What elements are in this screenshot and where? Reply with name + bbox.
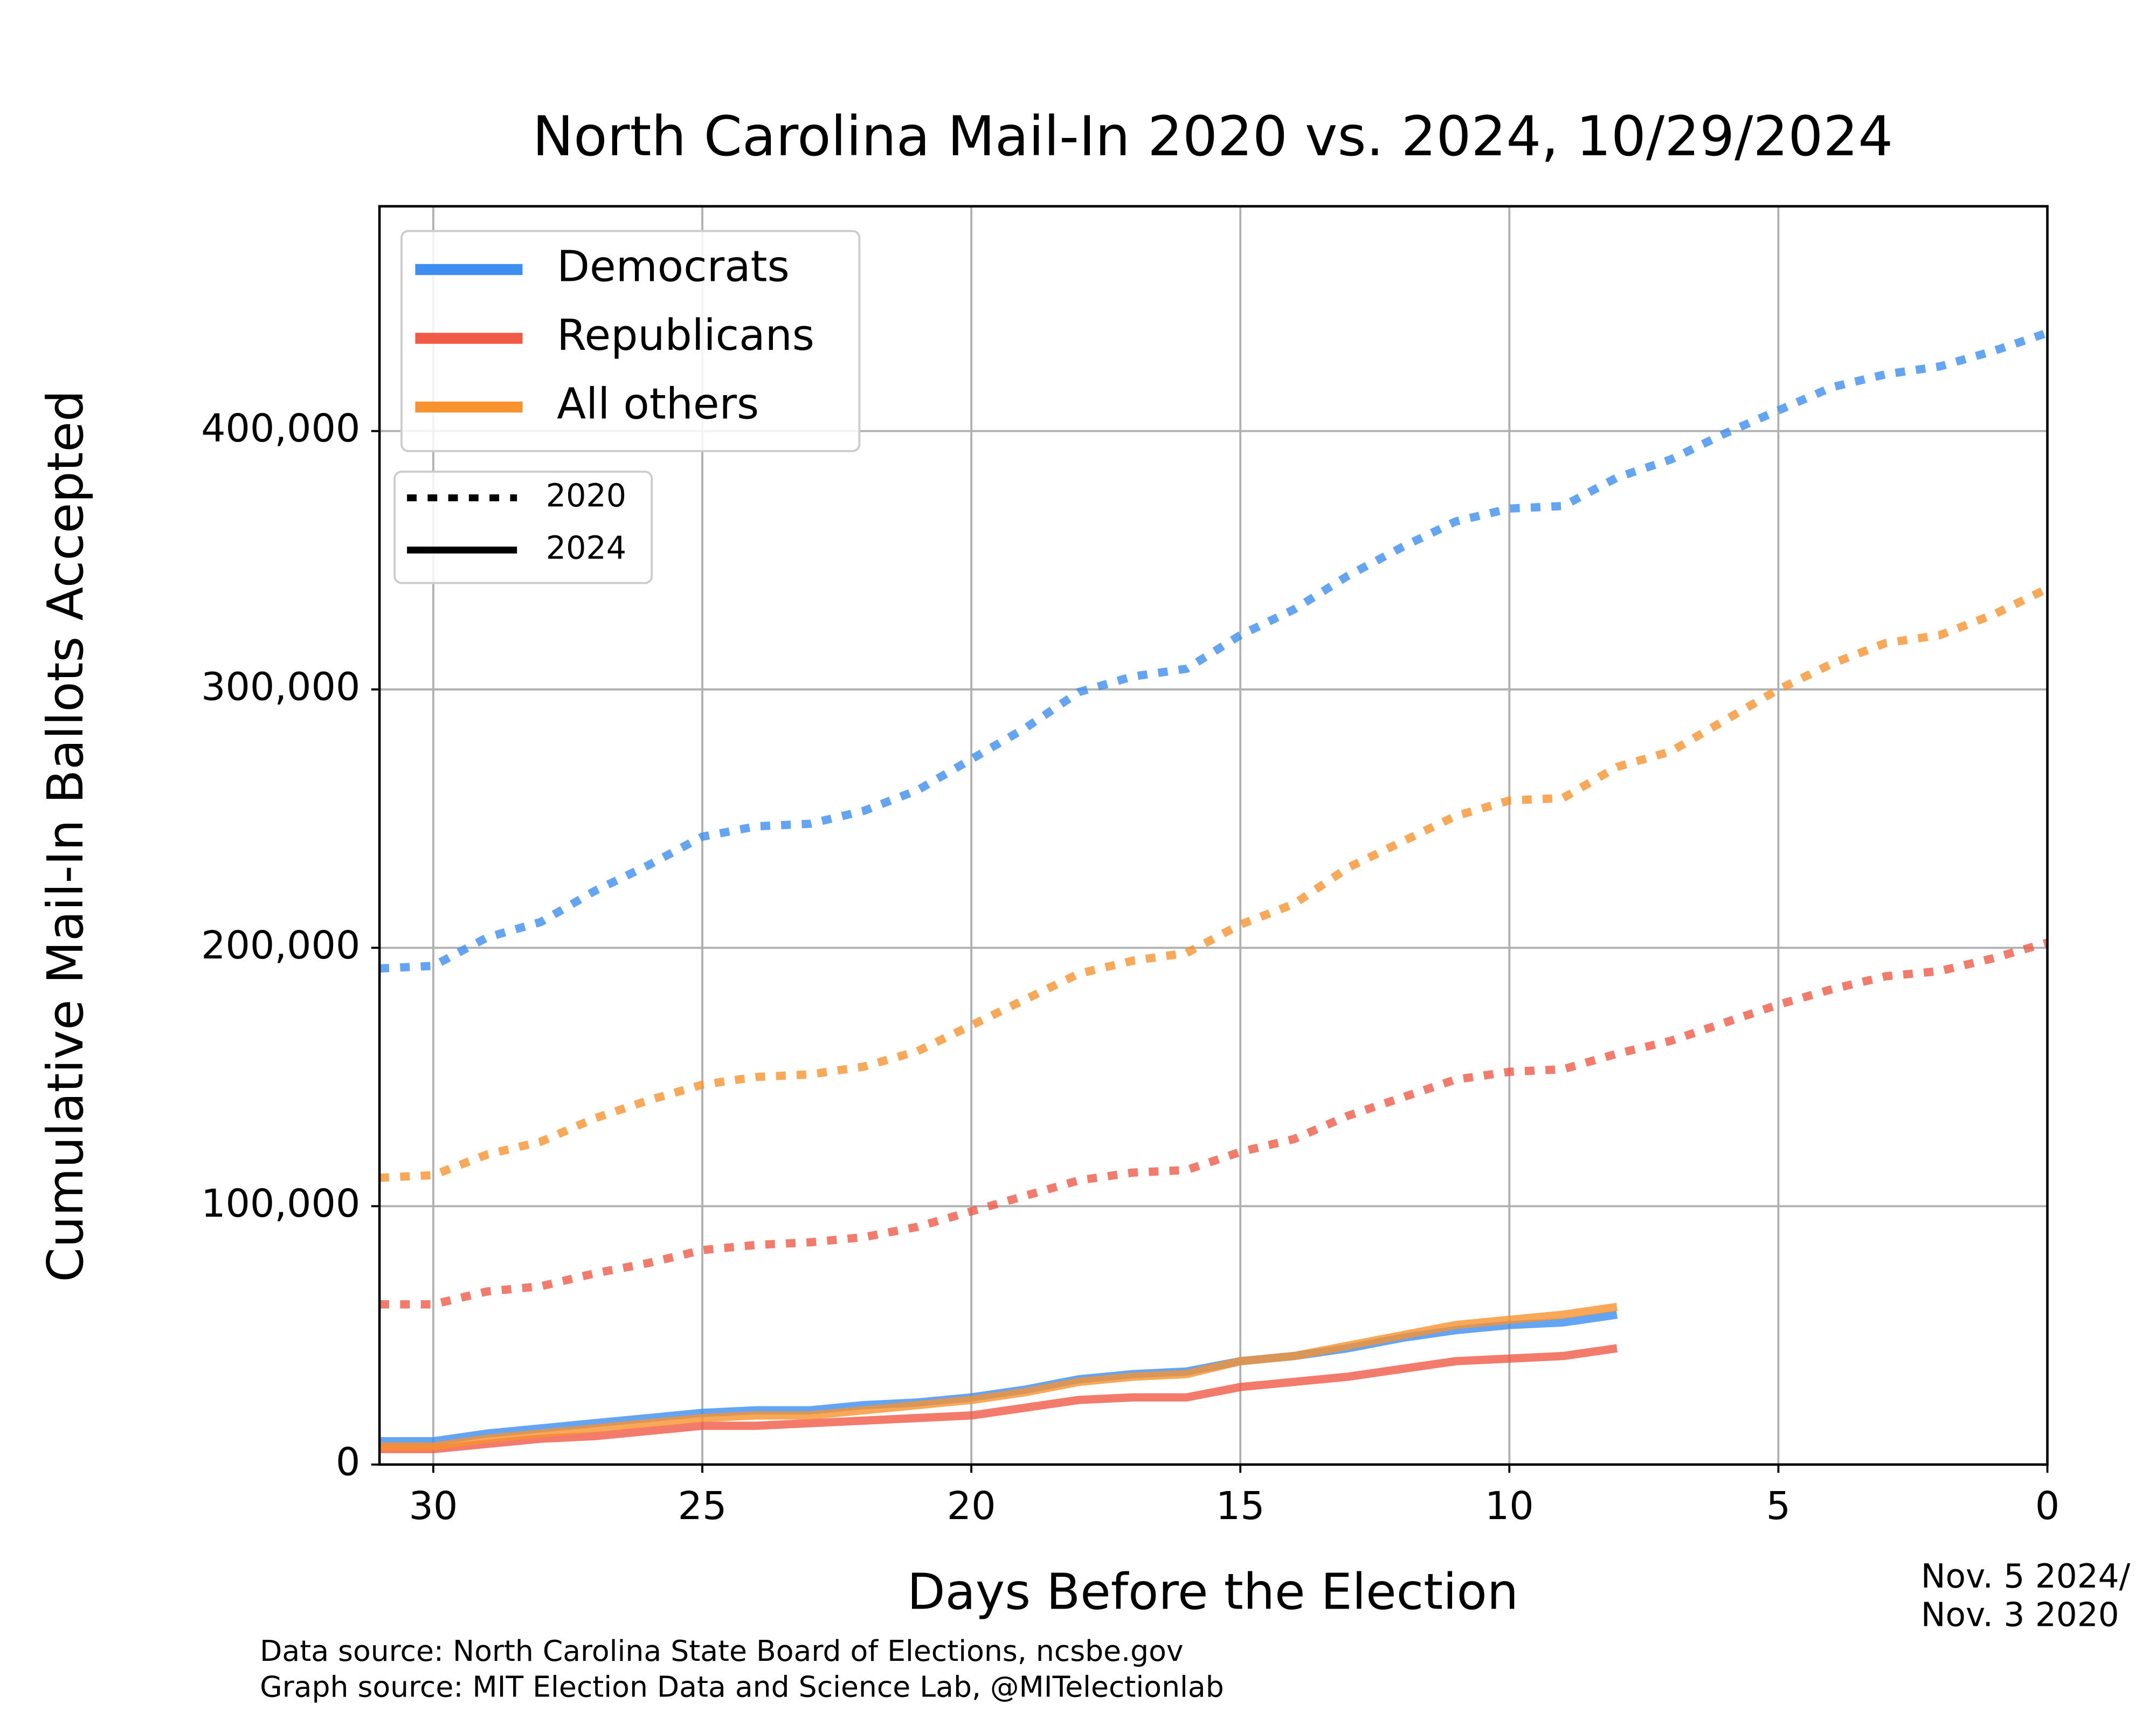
x-tick-label: 30 bbox=[409, 1484, 458, 1528]
source: Graph source: MIT Election Data and Scie… bbox=[260, 1669, 1224, 1703]
x-tick-label: 0 bbox=[2035, 1484, 2060, 1528]
y-tick-label: 0 bbox=[336, 1439, 360, 1484]
x-tick-label: 10 bbox=[1485, 1484, 1534, 1528]
x-tick-label: 20 bbox=[947, 1484, 996, 1528]
y-tick-label: 400,000 bbox=[201, 406, 360, 451]
legend-box bbox=[393, 471, 653, 584]
series-line bbox=[379, 939, 2048, 1309]
source: Data source: North Carolina State Board … bbox=[260, 1634, 1183, 1668]
y-axis-label: Cumulative Mail-In Ballots Accepted bbox=[37, 390, 94, 1282]
chart-title: North Carolina Mail-In 2020 vs. 2024, 10… bbox=[533, 105, 1893, 169]
legend-label: Republicans bbox=[557, 310, 814, 360]
legend-label: 2024 bbox=[546, 530, 626, 567]
legend-label: 2020 bbox=[546, 478, 626, 514]
x-tick-label: 5 bbox=[1766, 1484, 1791, 1528]
y-tick-label: 200,000 bbox=[201, 923, 360, 968]
plot-area bbox=[379, 329, 2048, 1453]
legend-box bbox=[400, 230, 861, 452]
annotation: Nov. 5 2024/ bbox=[1921, 1557, 2131, 1596]
series-line bbox=[379, 1344, 1618, 1453]
series-line bbox=[379, 1302, 1618, 1451]
legend-label: Democrats bbox=[557, 242, 790, 291]
x-tick-label: 15 bbox=[1216, 1484, 1265, 1528]
plot-frame bbox=[378, 205, 2049, 1466]
x-axis-label: Days Before the Election bbox=[907, 1563, 1518, 1621]
y-tick-label: 100,000 bbox=[201, 1181, 360, 1226]
legend-label: All others bbox=[557, 380, 759, 429]
x-tick-label: 25 bbox=[678, 1484, 727, 1528]
series-line bbox=[379, 585, 2048, 1182]
annotation: Nov. 3 2020 bbox=[1921, 1596, 2119, 1634]
y-tick-label: 300,000 bbox=[201, 664, 360, 709]
